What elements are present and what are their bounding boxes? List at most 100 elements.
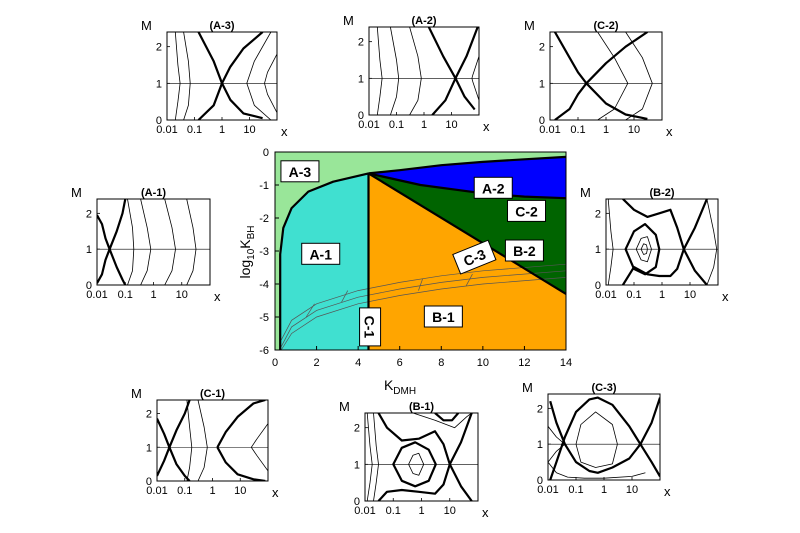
track-line-3: [280, 277, 567, 351]
inset-curve-4: [174, 32, 181, 120]
inset-curve-2: [197, 32, 264, 120]
inset-c-1: (C-1) Mx 0 1 2 0.01 0.1 1 10: [131, 386, 279, 500]
inset-x-tick-label: 10: [628, 124, 640, 136]
inset-y-tick-label: 1: [354, 459, 360, 471]
region-label-text: A-1: [309, 246, 332, 262]
inset-y-tick-label: 2: [146, 409, 152, 421]
track-tick-4: [465, 273, 473, 286]
inset-curve-1: [427, 27, 476, 111]
region-label-text: A-2: [482, 180, 505, 196]
y-tick-label: -6: [259, 345, 269, 357]
y-tick-label: -4: [259, 279, 269, 291]
x-axis-label-subscript: DMH: [393, 386, 416, 397]
inset-x-label: x: [482, 505, 489, 520]
inset-y-label: M: [339, 399, 350, 414]
inset-curve-4: [390, 27, 400, 115]
inset-curve-5: [246, 32, 272, 120]
region-label-c-2: C-2: [507, 199, 547, 222]
inset-x-tick-label: 10: [444, 505, 456, 517]
inset-c-2: (C-2) Mx 0 1 2 0.01 0.1 1 10: [524, 18, 673, 139]
inset-curve-2: [549, 397, 660, 474]
inset-curves: [97, 199, 197, 285]
inset-x-tick-label: 0.01: [156, 124, 177, 136]
inset-curves: [376, 27, 479, 115]
inset-b-2: (B-2) Mx 0 1 2 0.01 0.1 1 10: [580, 185, 729, 304]
inset-y-tick-label: 1: [156, 78, 162, 90]
inset-title: (A-1): [141, 187, 166, 199]
inset-curve-2: [554, 82, 588, 120]
inset-curve-4: [635, 236, 652, 263]
inset-title: (A-2): [411, 15, 436, 27]
x-tick-label: 12: [518, 357, 530, 369]
inset-y-label: M: [71, 185, 82, 200]
inset-y-tick-label: 2: [539, 42, 545, 54]
inset-y-tick-label: 1: [537, 439, 543, 451]
inset-y-label: M: [141, 18, 152, 33]
inset-curve-6: [607, 199, 614, 285]
inset-y-label: M: [522, 380, 533, 395]
region-label-text: C-3: [461, 246, 488, 269]
inset-y-tick-label: 2: [86, 208, 92, 220]
inset-y-tick-label: 0: [354, 496, 360, 508]
inset-title: (B-2): [649, 187, 674, 199]
inset-x-tick-label: 1: [603, 124, 609, 136]
inset-a-2: (A-2) Mx 0 1 2 0.01 0.1 1 10: [343, 13, 490, 134]
inset-title: (C-1): [200, 388, 225, 400]
inset-y-tick-label: 0: [595, 280, 601, 292]
inset-x-tick-label: 10: [234, 485, 246, 497]
x-tick-label: 6: [397, 357, 403, 369]
inset-x-tick-label: 0.1: [626, 289, 641, 301]
inset-curves: [607, 199, 718, 285]
inset-x-label: x: [664, 484, 671, 499]
inset-x-label: x: [722, 289, 729, 304]
inset-x-tick-label: 1: [421, 119, 427, 131]
inset-x-tick-label: 0.1: [118, 289, 133, 301]
inset-title: (C-2): [593, 20, 618, 32]
inset-x-tick-label: 0.1: [570, 124, 585, 136]
inset-y-tick-label: 2: [537, 403, 543, 415]
inset-y-label: M: [580, 185, 591, 200]
inset-b-1: (B-1) Mx 0 1 2 0.01 0.1 1 10: [339, 399, 489, 520]
y-tick-label: -3: [259, 246, 269, 258]
inset-y-tick-label: 0: [146, 476, 152, 488]
inset-y-tick-label: 0: [537, 475, 543, 487]
region-label-box: [423, 305, 463, 328]
inset-a-3: (A-3) Mx 0 1 2 0.01 0.1 1 10: [141, 18, 288, 139]
inset-curve-5: [640, 243, 648, 255]
y-axis-label-pre: log: [237, 260, 253, 279]
inset-curve-6: [434, 413, 460, 422]
inset-curve-4: [164, 199, 176, 285]
inset-curve-5: [412, 413, 472, 429]
inset-title: (C-3): [591, 382, 616, 394]
x-tick-label: 0: [272, 357, 278, 369]
y-axis-label-main: K: [237, 239, 253, 249]
inset-curve-3: [140, 199, 152, 285]
region-label-c-1: C-1: [359, 307, 382, 347]
inset-y-tick-label: 0: [156, 115, 162, 127]
inset-title: (A-3): [209, 20, 234, 32]
inset-curve-2: [621, 199, 708, 285]
track-tick-1: [305, 303, 315, 318]
inset-curve-8: [373, 413, 379, 501]
inset-curve-5: [548, 426, 566, 463]
inset-x-tick-label: 10: [684, 289, 696, 301]
y-tick-label: -5: [259, 312, 269, 324]
y-tick-label: -1: [259, 180, 269, 192]
inset-y-tick-label: 0: [539, 115, 545, 127]
inset-x-tick-label: 0.1: [389, 119, 404, 131]
x-tick-label: 14: [560, 357, 572, 369]
inset-curves: [366, 413, 473, 501]
inset-y-tick-label: 2: [595, 208, 601, 220]
inset-curve-4: [548, 461, 646, 479]
inset-x-tick-label: 10: [243, 124, 255, 136]
inset-curve-1: [377, 413, 473, 501]
inset-x-tick-label: 0.1: [187, 124, 202, 136]
inset-y-label: M: [131, 386, 142, 401]
region-label-text: B-1: [432, 309, 455, 325]
region-label-b-1: B-1: [423, 305, 463, 328]
x-axis-label-main: K: [384, 377, 394, 393]
x-tick-label: 2: [314, 357, 320, 369]
inset-x-tick-label: 0.1: [177, 485, 192, 497]
